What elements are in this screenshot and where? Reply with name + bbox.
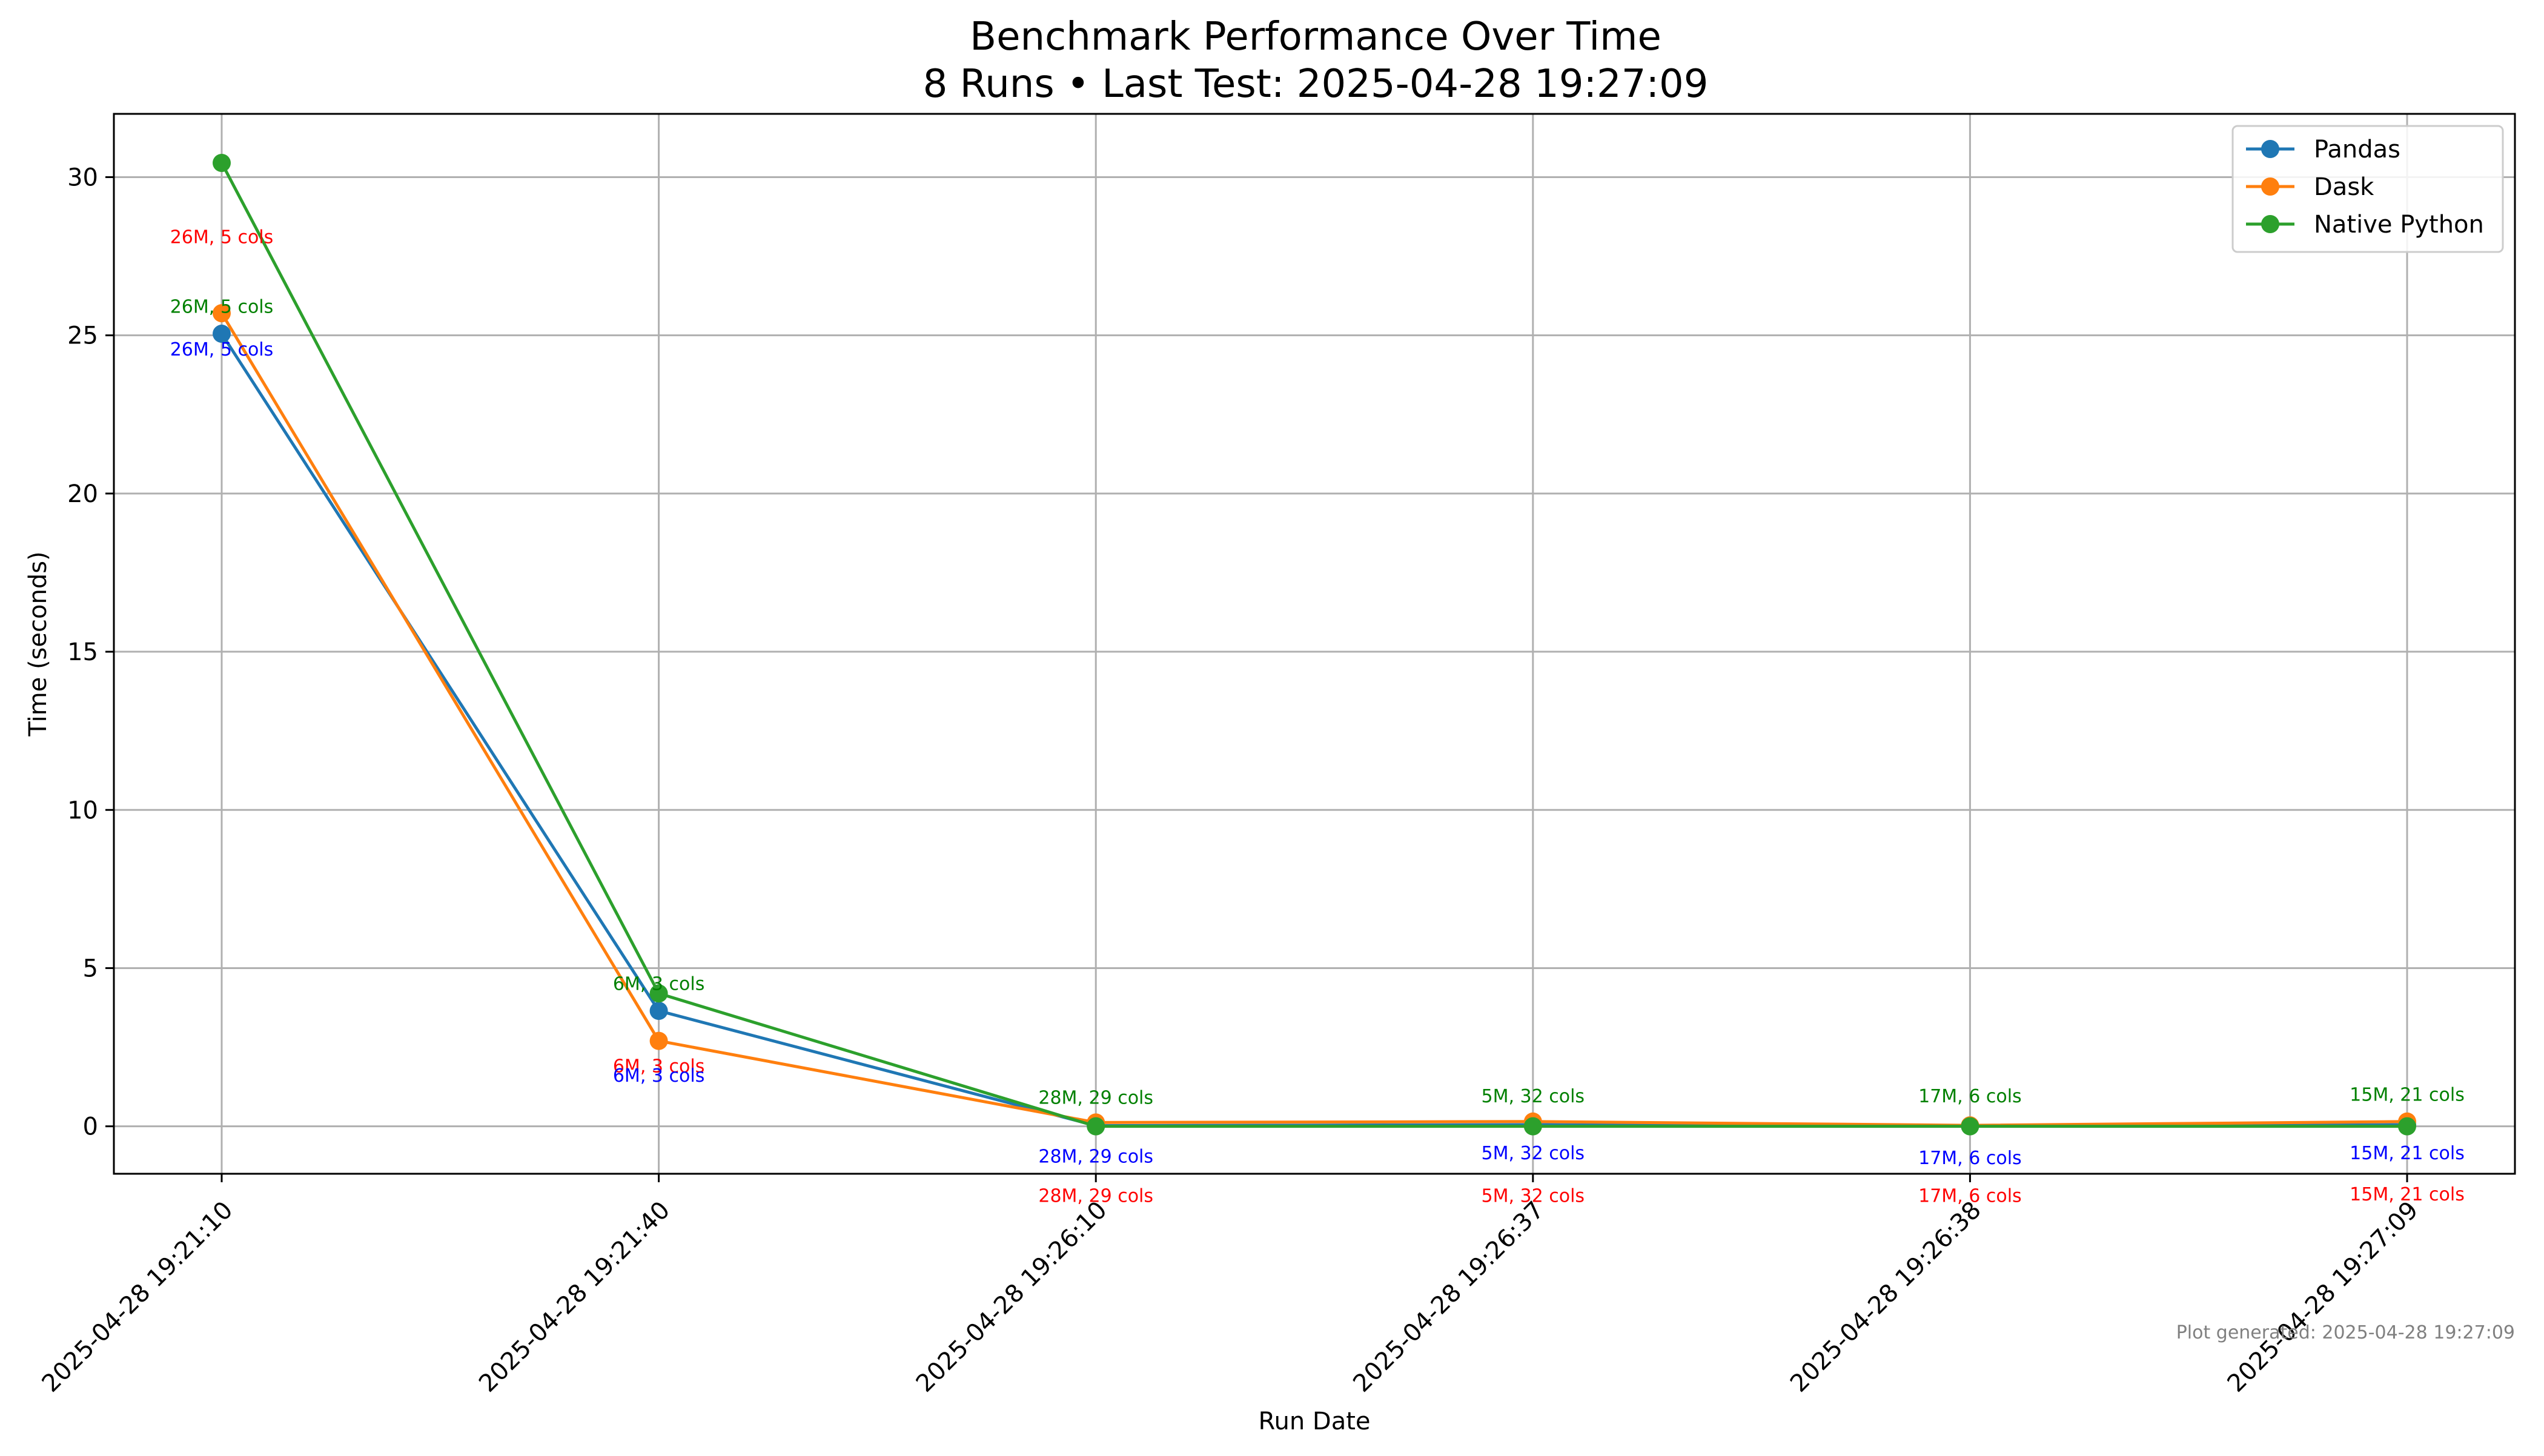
data-point <box>213 325 231 343</box>
legend-label: Dask <box>2314 173 2374 201</box>
point-annotation: 28M, 29 cols <box>1038 1186 1153 1207</box>
legend-box <box>2231 125 2504 253</box>
series-line <box>220 162 2407 1128</box>
point-annotation: 17M, 6 cols <box>1918 1086 2022 1107</box>
point-annotation: 5M, 32 cols <box>1482 1086 1585 1107</box>
data-point <box>1523 1117 1542 1136</box>
data-point <box>1087 1117 1105 1136</box>
point-annotation: 26M, 5 cols <box>170 339 274 360</box>
data-point <box>213 304 231 323</box>
data-point <box>1961 1117 1979 1136</box>
data-point <box>649 1001 668 1020</box>
point-annotation: 6M, 3 cols <box>613 1056 704 1077</box>
series-lines <box>213 153 2416 1136</box>
point-annotation: 6M, 3 cols <box>613 974 704 995</box>
point-annotation: 17M, 6 cols <box>1918 1148 2022 1169</box>
chart-title: Benchmark Performance Over Time <box>970 15 1661 59</box>
point-annotation: 26M, 5 cols <box>170 297 274 318</box>
point-annotation: 15M, 21 cols <box>2350 1184 2465 1205</box>
y-tick-label: 15 <box>67 638 98 666</box>
legend-label: Pandas <box>2314 136 2400 164</box>
legend-marker <box>2261 215 2279 233</box>
y-tick-label: 20 <box>67 480 98 508</box>
chart-subtitle: 8 Runs • Last Test: 2025-04-28 19:27:09 <box>923 62 1709 107</box>
point-annotation: 6M, 3 cols <box>613 1065 704 1087</box>
legend: Pandas Dask Native Python <box>2231 125 2504 253</box>
series-line <box>220 312 2408 1127</box>
legend-label: Native Python <box>2314 211 2484 239</box>
plot-generated-note: Plot generated: 2025-04-28 19:27:09 <box>2176 1322 2515 1343</box>
point-annotation: 5M, 32 cols <box>1482 1186 1585 1207</box>
y-tick-label: 0 <box>83 1113 98 1141</box>
data-point <box>649 984 668 1003</box>
plot-area-frame <box>113 113 2516 1175</box>
y-tick-label: 25 <box>67 322 98 350</box>
point-annotation: 28M, 29 cols <box>1038 1146 1153 1167</box>
legend-marker <box>2261 177 2279 196</box>
point-annotations: 26M, 5 cols 26M, 5 cols 26M, 5 cols 6M, 3 c… <box>170 227 2465 1207</box>
legend-marker <box>2261 140 2279 158</box>
point-annotation: 26M, 5 cols <box>170 227 274 248</box>
data-point <box>213 153 231 172</box>
y-axis-label: Time (seconds) <box>24 551 52 736</box>
series-native-python <box>213 153 2416 1136</box>
y-tick-label: 10 <box>67 796 98 824</box>
point-annotation: 17M, 6 cols <box>1918 1186 2022 1207</box>
y-tick-label: 30 <box>67 164 98 191</box>
y-tick-label: 5 <box>83 955 98 982</box>
point-annotation: 5M, 32 cols <box>1482 1143 1585 1164</box>
x-axis-label: Run Date <box>1258 1408 1370 1435</box>
grid-lines <box>114 114 2515 1174</box>
point-annotation: 15M, 21 cols <box>2350 1143 2465 1164</box>
data-point <box>649 1031 668 1050</box>
point-annotation: 15M, 21 cols <box>2350 1084 2465 1105</box>
point-annotation: 28M, 29 cols <box>1038 1088 1153 1109</box>
data-point <box>2398 1117 2416 1136</box>
